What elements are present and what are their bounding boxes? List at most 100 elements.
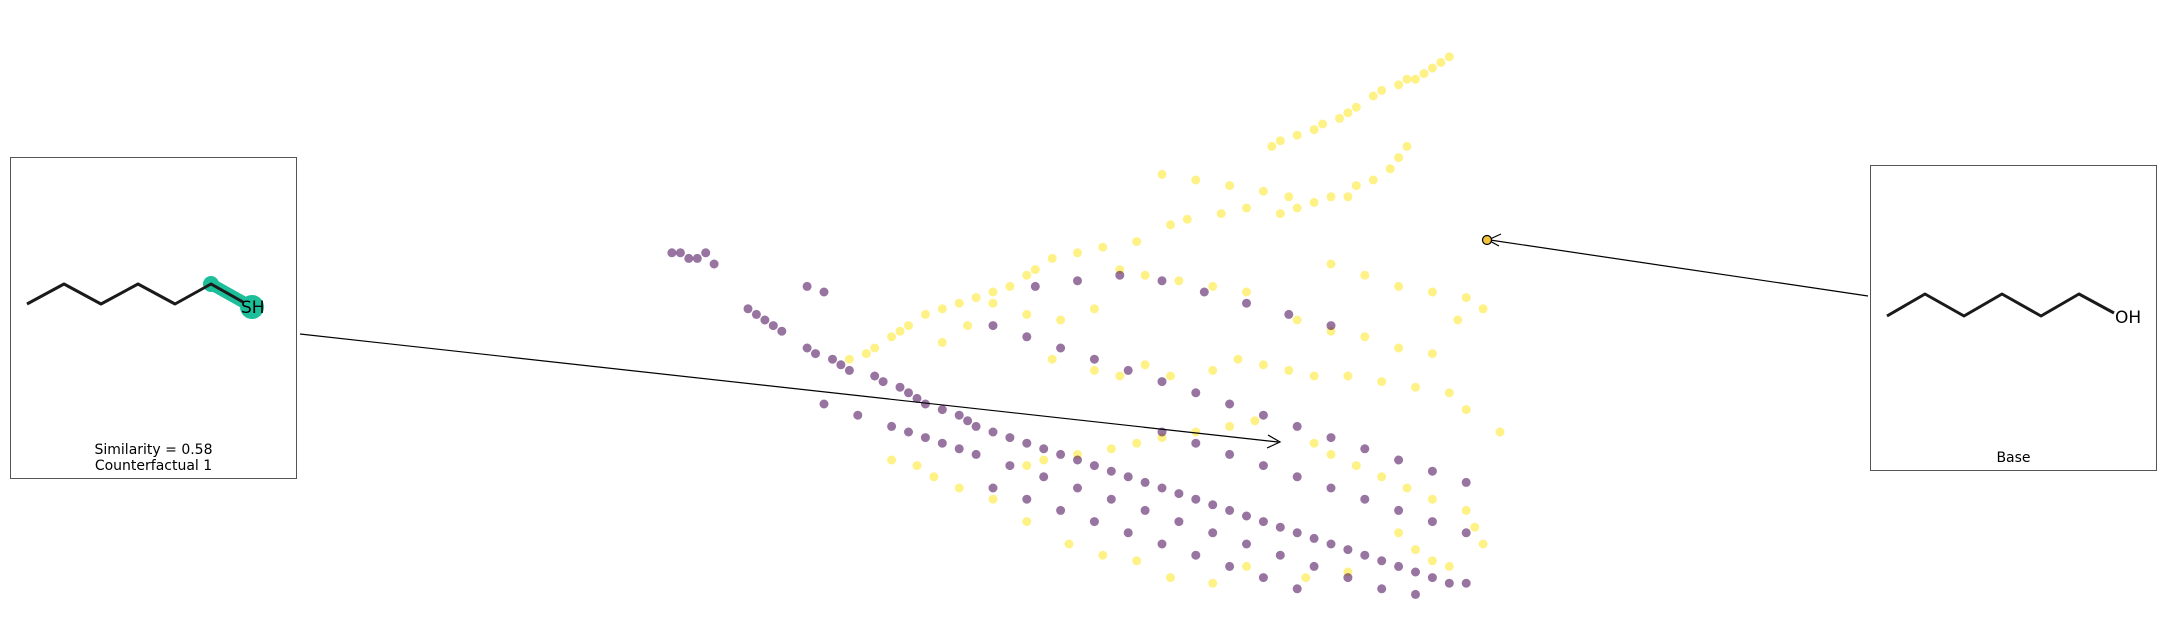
scatter-point-class-0 — [937, 405, 947, 415]
base-point-marker — [1481, 234, 1493, 246]
scatter-point-class-1 — [1478, 539, 1488, 549]
scatter-point-class-1 — [1402, 483, 1412, 493]
scatter-point-class-0 — [1115, 270, 1125, 280]
scatter-point-class-1 — [870, 343, 880, 353]
scatter-point-class-0 — [819, 399, 829, 409]
scatter-point-class-1 — [1208, 281, 1218, 291]
scatter-point-class-1 — [1411, 382, 1420, 392]
scatter-point-class-1 — [1309, 438, 1319, 448]
scatter-point-class-0 — [1377, 584, 1387, 594]
scatter-point-class-0 — [963, 416, 973, 426]
scatter-point-class-1 — [1444, 561, 1454, 571]
scatter-point-class-0 — [1056, 343, 1066, 353]
scatter-point-class-0 — [684, 253, 694, 263]
scatter-point-class-1 — [1208, 578, 1218, 588]
scatter-point-class-1 — [1047, 354, 1057, 364]
scatter-point-class-1 — [1326, 259, 1336, 269]
scatter-point-class-0 — [1309, 561, 1319, 571]
scatter-point-class-1 — [1343, 108, 1353, 118]
scatter-point-class-0 — [887, 421, 897, 431]
scatter-point-class-0 — [878, 377, 888, 387]
counterfactual-title: Counterfactual 1 — [94, 458, 213, 474]
scatter-point-class-0 — [988, 321, 998, 331]
scatter-point-class-1 — [1495, 427, 1505, 437]
oh-label: OH — [2115, 308, 2141, 328]
scatter-points — [667, 52, 1505, 599]
scatter-point-class-0 — [1292, 584, 1302, 594]
scatter-point-class-0 — [836, 360, 846, 370]
base-title: Base — [1996, 450, 2031, 466]
scatter-point-class-1 — [1157, 169, 1167, 179]
scatter-point-class-1 — [1394, 343, 1404, 353]
scatter-point-class-1 — [1368, 91, 1378, 101]
scatter-point-class-0 — [1284, 309, 1294, 319]
scatter-point-class-0 — [667, 248, 677, 258]
scatter-point-class-1 — [937, 304, 947, 314]
scatter-point-class-0 — [1174, 517, 1184, 527]
scatter-point-class-1 — [1326, 192, 1336, 202]
scatter-point-class-1 — [1250, 416, 1260, 426]
scatter-point-class-0 — [1360, 444, 1370, 454]
scatter-point-class-0 — [1258, 461, 1268, 471]
scatter-point-class-1 — [1022, 270, 1032, 280]
counterfactual-molecule-panel: SH Similarity = 0.58 Counterfactual 1 — [10, 157, 297, 479]
scatter-point-class-1 — [1351, 461, 1361, 471]
scatter-point-class-0 — [819, 287, 829, 297]
scatter-point-class-0 — [1022, 494, 1032, 504]
highlight-atom-s — [240, 295, 264, 319]
scatter-point-class-0 — [1208, 528, 1218, 538]
scatter-point-class-0 — [937, 438, 947, 448]
scatter-point-class-1 — [920, 309, 930, 319]
scatter-point-class-1 — [1098, 242, 1108, 252]
scatter-point-class-1 — [1402, 141, 1412, 151]
scatter-point-class-0 — [709, 259, 719, 269]
similarity-text: Similarity = 0.58 — [94, 442, 213, 458]
scatter-point-class-1 — [1377, 85, 1387, 95]
scatter-point-class-1 — [1182, 214, 1192, 224]
scatter-point-class-0 — [777, 326, 787, 336]
scatter-point-class-0 — [1292, 528, 1302, 538]
scatter-point-class-1 — [1461, 405, 1471, 415]
scatter-point-class-1 — [1022, 309, 1032, 319]
scatter-point-class-0 — [971, 449, 981, 459]
scatter-point-class-1 — [1427, 287, 1437, 297]
scatter-point-class-1 — [1030, 265, 1040, 275]
counterfactual-arrow — [299, 333, 1279, 443]
scatter-point-class-1 — [1351, 102, 1361, 112]
scatter-point-class-0 — [1343, 545, 1353, 555]
sh-label: SH — [241, 298, 265, 318]
scatter-point-class-0 — [1191, 494, 1201, 504]
base-molecule-panel: OH Base — [1870, 165, 2157, 471]
scatter-point-class-0 — [1360, 494, 1370, 504]
scatter-point-class-0 — [1292, 472, 1302, 482]
scatter-point-class-1 — [1140, 360, 1150, 370]
scatter-point-class-1 — [1132, 237, 1142, 247]
scatter-point-class-1 — [1436, 57, 1446, 67]
scatter-point-class-1 — [1191, 175, 1201, 185]
scatter-point-class-1 — [1089, 304, 1099, 314]
scatter-point-class-0 — [904, 388, 913, 398]
scatter-point-class-1 — [1368, 175, 1378, 185]
scatter-point-class-1 — [1132, 438, 1142, 448]
scatter-point-class-1 — [1242, 561, 1251, 571]
carbon-chain — [1886, 292, 2115, 318]
scatter-point-class-0 — [802, 343, 812, 353]
scatter-point-class-1 — [1098, 550, 1108, 560]
counterfactual-molecule-drawing: SH — [26, 276, 265, 319]
scatter-point-class-1 — [912, 461, 922, 471]
scatter-point-class-1 — [954, 298, 964, 308]
scatter-point-class-0 — [1199, 287, 1209, 297]
scatter-point-class-0 — [1394, 505, 1404, 515]
scatter-point-class-0 — [1275, 550, 1285, 560]
scatter-point-class-0 — [1242, 298, 1251, 308]
scatter-point-class-0 — [1411, 589, 1420, 599]
scatter-point-class-1 — [887, 332, 897, 342]
scatter-point-class-1 — [1402, 74, 1412, 84]
scatter-point-class-0 — [1174, 489, 1184, 499]
scatter-point-class-1 — [1377, 472, 1387, 482]
scatter-point-class-0 — [1089, 354, 1099, 364]
scatter-point-class-1 — [1385, 164, 1395, 174]
scatter-point-class-0 — [1157, 377, 1167, 387]
base-molecule-drawing: OH — [1886, 292, 2141, 328]
scatter-point-class-0 — [904, 427, 913, 437]
